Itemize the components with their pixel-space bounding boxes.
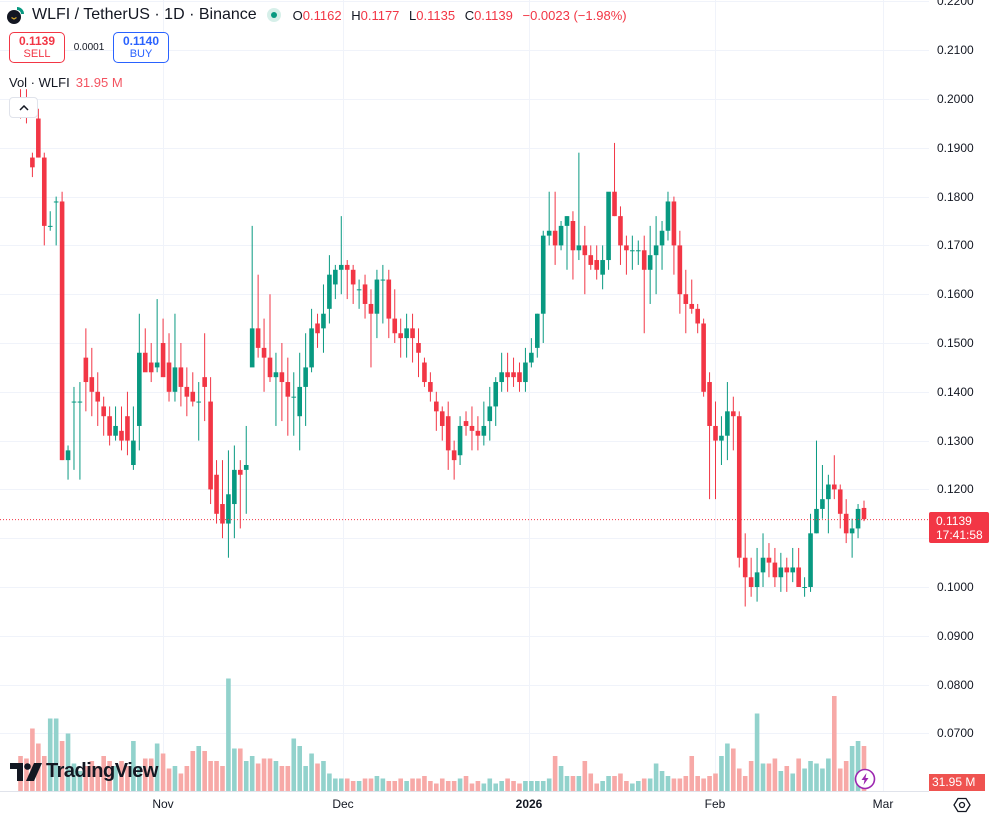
buy-label: BUY bbox=[129, 47, 153, 60]
volume-legend-value: 31.95 M bbox=[75, 75, 123, 90]
time-axis-label: Dec bbox=[332, 797, 354, 811]
sell-price: 0.1139 bbox=[18, 33, 56, 48]
price-axis-label: 0.2100 bbox=[937, 43, 974, 58]
price-axis-label: 0.2000 bbox=[937, 92, 974, 106]
price-axis-label: 0.1700 bbox=[937, 238, 974, 253]
sell-label: SELL bbox=[23, 47, 51, 60]
price-axis-label: 0.0900 bbox=[937, 628, 974, 643]
spread-value: 0.0001 bbox=[73, 42, 105, 53]
time-axis-label: Feb bbox=[704, 797, 726, 811]
ohlc-values: O0.1162 H0.1177 L0.1135 C0.1139 −0.0023 … bbox=[293, 8, 633, 23]
candlesticks bbox=[18, 89, 867, 607]
price-axis-label: 0.1400 bbox=[937, 384, 974, 399]
market-status-icon[interactable] bbox=[266, 8, 281, 22]
price-axis-label: 0.1200 bbox=[937, 482, 974, 497]
high-value: 0.1177 bbox=[360, 7, 400, 23]
tradingview-logo[interactable]: TradingView bbox=[10, 760, 158, 783]
chart-grid bbox=[0, 0, 929, 791]
volume-value-tag: 31.95 M bbox=[929, 774, 985, 791]
open-value: 0.1162 bbox=[302, 7, 342, 23]
collapse-legend-button[interactable] bbox=[9, 97, 38, 118]
price-axis-label: 0.1500 bbox=[937, 336, 974, 350]
price-axis-label: 0.1600 bbox=[937, 287, 974, 302]
price-axis-label: 0.2200 bbox=[937, 0, 974, 9]
tradingview-mark-icon bbox=[10, 762, 42, 781]
last-price-tag: 0.1139 17:41:58 bbox=[929, 512, 989, 543]
price-axis-label: 0.0700 bbox=[937, 726, 974, 741]
low-key: L bbox=[409, 7, 417, 23]
low-value: 0.1135 bbox=[416, 7, 456, 23]
price-axis-label: 0.1000 bbox=[937, 580, 974, 594]
close-value: 0.1139 bbox=[474, 7, 513, 23]
trade-panel: 0.1139 SELL 0.0001 0.1140 BUY bbox=[9, 32, 169, 63]
last-price-value: 0.1139 bbox=[936, 514, 972, 528]
buy-price: 0.1140 bbox=[122, 33, 160, 48]
time-axis-label: Nov bbox=[152, 797, 174, 811]
bar-countdown: 17:41:58 bbox=[936, 528, 983, 542]
change-value: −0.0023 (−1.98%) bbox=[522, 7, 627, 23]
volume-bars bbox=[18, 678, 867, 791]
symbol-title[interactable]: WLFI / TetherUS · 1D · Binance bbox=[32, 6, 257, 23]
sell-button[interactable]: 0.1139 SELL bbox=[9, 32, 65, 63]
time-axis-label: 2026 bbox=[515, 797, 543, 811]
price-axis-label: 0.1900 bbox=[937, 140, 974, 155]
buy-button[interactable]: 0.1140 BUY bbox=[113, 32, 169, 63]
lightning-icon[interactable] bbox=[854, 768, 876, 790]
price-axis-label: 0.1800 bbox=[937, 189, 974, 204]
chart-header: WLFI / TetherUS · 1D · Binance O0.1162 H… bbox=[6, 5, 633, 25]
settings-icon[interactable] bbox=[953, 796, 971, 814]
chevron-up-icon bbox=[18, 104, 29, 111]
close-key: C bbox=[464, 7, 475, 23]
price-axis-label: 0.1300 bbox=[937, 433, 974, 448]
volume-legend[interactable]: Vol · WLFI 31.95 M bbox=[9, 75, 123, 90]
tradingview-wordmark: TradingView bbox=[46, 760, 158, 782]
high-key: H bbox=[351, 7, 361, 23]
wlfi-logo-icon bbox=[6, 5, 26, 25]
price-axis-label: 0.0800 bbox=[937, 677, 974, 692]
open-key: O bbox=[292, 7, 303, 23]
volume-legend-label: Vol · WLFI bbox=[9, 75, 70, 90]
time-axis-label: Mar bbox=[872, 797, 894, 811]
